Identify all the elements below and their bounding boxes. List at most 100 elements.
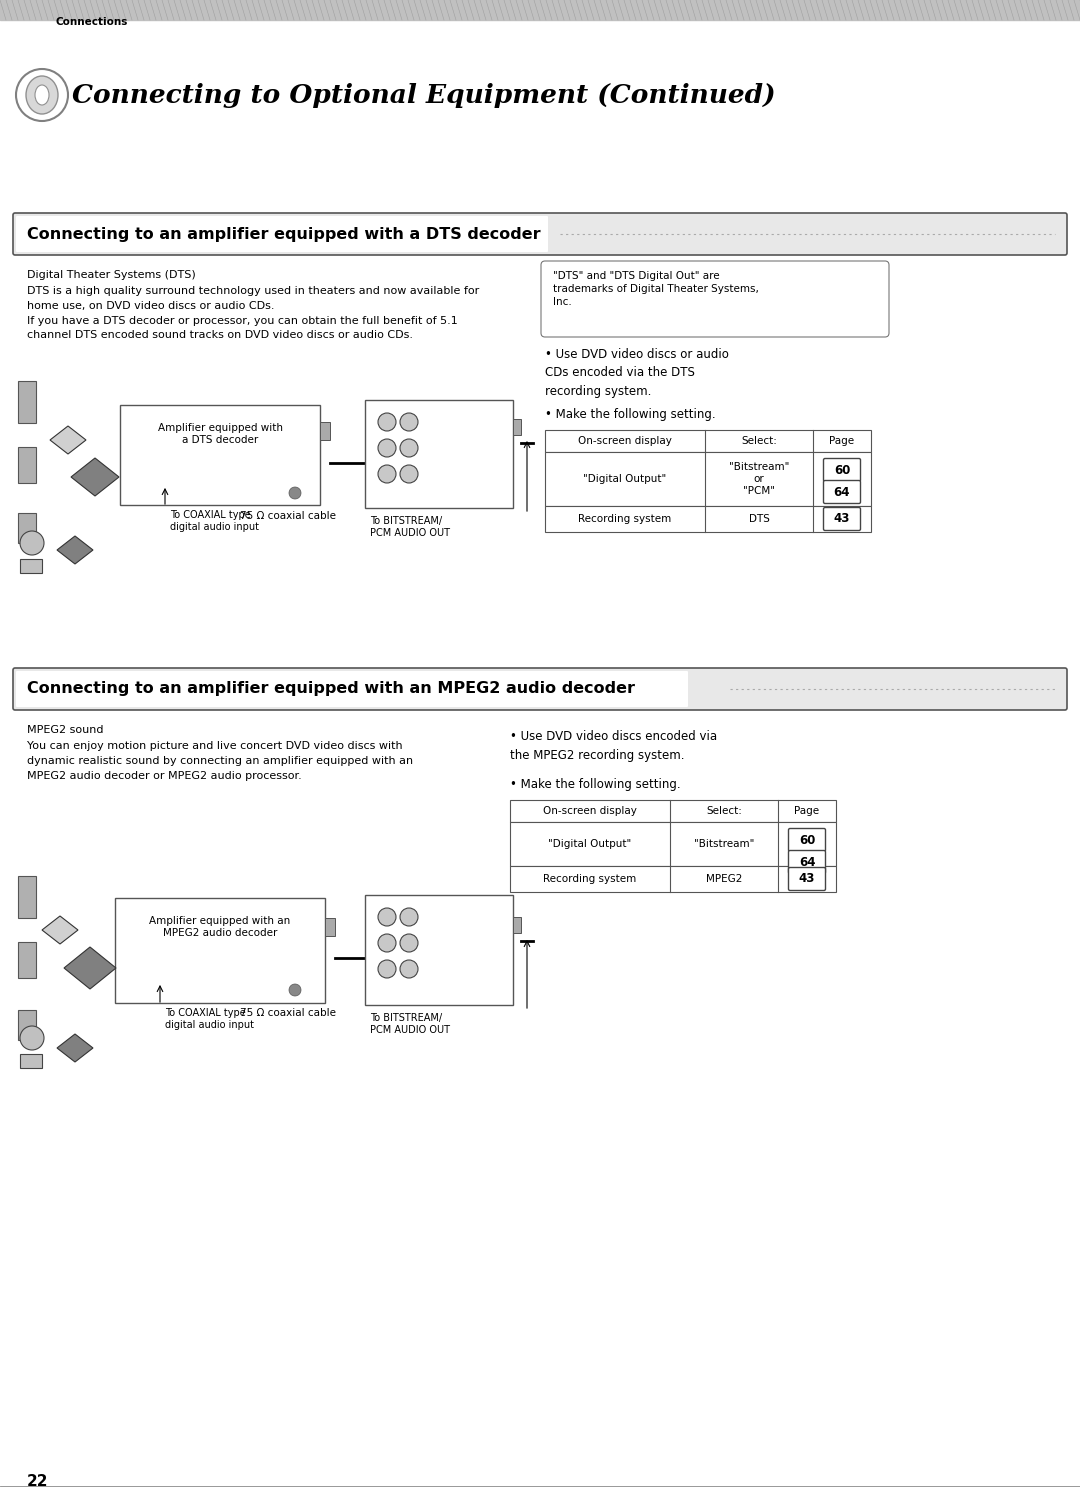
Text: To COAXIAL type
digital audio input: To COAXIAL type digital audio input [170,510,259,532]
Text: To BITSTREAM/
PCM AUDIO OUT: To BITSTREAM/ PCM AUDIO OUT [370,516,450,538]
Circle shape [378,934,396,952]
Circle shape [378,960,396,978]
Text: You can enjoy motion picture and live concert DVD video discs with
dynamic reali: You can enjoy motion picture and live co… [27,741,414,781]
Bar [545,430,870,453]
Text: 75 Ω coaxial cable: 75 Ω coaxial cable [240,511,336,520]
Circle shape [400,439,418,457]
Text: • Make the following setting.: • Make the following setting. [510,778,680,791]
Circle shape [21,531,44,555]
Bar [513,917,521,932]
Bar [114,898,325,1003]
Circle shape [400,960,418,978]
Text: "Digital Output": "Digital Output" [583,474,666,484]
Text: 60: 60 [799,833,815,847]
Polygon shape [50,426,86,454]
FancyBboxPatch shape [13,214,1067,256]
Text: On-screen display: On-screen display [578,436,672,447]
Bar [320,423,330,441]
Bar [545,505,870,532]
Circle shape [289,487,301,499]
Bar [545,453,870,505]
Text: MPEG2: MPEG2 [706,874,742,884]
Text: • Use DVD video discs encoded via
the MPEG2 recording system.: • Use DVD video discs encoded via the MP… [510,729,717,761]
Bar [21,559,42,573]
Bar [18,381,36,423]
Text: "Bitstream"
or
"PCM": "Bitstream" or "PCM" [729,462,789,496]
FancyBboxPatch shape [16,217,548,253]
Ellipse shape [26,77,58,114]
Circle shape [378,439,396,457]
Text: Connecting to an amplifier equipped with an MPEG2 audio decoder: Connecting to an amplifier equipped with… [27,681,635,696]
Text: 64: 64 [799,856,815,868]
Text: Digital Theater Systems (DTS): Digital Theater Systems (DTS) [27,271,195,280]
Circle shape [400,465,418,483]
Circle shape [400,908,418,926]
Bar [120,405,320,505]
Bar [21,1054,42,1068]
Bar [18,875,36,917]
FancyBboxPatch shape [824,507,861,531]
Bar [0,0,1080,20]
Bar [365,400,513,508]
Text: Page: Page [795,806,820,817]
Text: Connecting to Optional Equipment (Continued): Connecting to Optional Equipment (Contin… [72,83,775,107]
Circle shape [378,465,396,483]
Circle shape [378,414,396,432]
Text: Select:: Select: [706,806,742,817]
Bar [365,895,513,1005]
Text: 43: 43 [834,513,850,525]
Bar [325,917,335,935]
Bar [18,942,36,978]
Text: • Use DVD video discs or audio
CDs encoded via the DTS
recording system.: • Use DVD video discs or audio CDs encod… [545,347,729,399]
FancyBboxPatch shape [13,668,1067,710]
Text: Amplifier equipped with
a DTS decoder: Amplifier equipped with a DTS decoder [158,423,283,445]
Text: DTS: DTS [748,514,769,523]
Bar [510,800,836,823]
Bar [18,513,36,543]
Circle shape [378,908,396,926]
Text: DTS is a high quality surround technology used in theaters and now available for: DTS is a high quality surround technolog… [27,286,480,340]
Text: 22: 22 [27,1474,49,1489]
Text: Amplifier equipped with an
MPEG2 audio decoder: Amplifier equipped with an MPEG2 audio d… [149,916,291,938]
Bar [510,823,836,866]
Text: 60: 60 [834,463,850,477]
Ellipse shape [35,86,49,105]
Polygon shape [71,459,119,496]
Text: "DTS" and "DTS Digital Out" are
trademarks of Digital Theater Systems,
Inc.: "DTS" and "DTS Digital Out" are trademar… [553,271,759,307]
Bar [18,447,36,483]
Text: To BITSTREAM/
PCM AUDIO OUT: To BITSTREAM/ PCM AUDIO OUT [370,1014,450,1035]
FancyBboxPatch shape [788,868,825,890]
Text: 75 Ω coaxial cable: 75 Ω coaxial cable [240,1008,336,1018]
Circle shape [289,984,301,996]
Text: "Digital Output": "Digital Output" [549,839,632,848]
Text: • Make the following setting.: • Make the following setting. [545,408,716,421]
FancyBboxPatch shape [541,262,889,337]
FancyBboxPatch shape [824,480,861,504]
FancyBboxPatch shape [824,459,861,481]
Text: To COAXIAL type
digital audio input: To COAXIAL type digital audio input [165,1008,254,1030]
Bar [510,866,836,892]
FancyBboxPatch shape [788,829,825,851]
FancyBboxPatch shape [788,850,825,874]
Text: 43: 43 [799,872,815,886]
Circle shape [21,1026,44,1050]
Text: On-screen display: On-screen display [543,806,637,817]
Polygon shape [57,535,93,564]
Bar [18,1011,36,1039]
Polygon shape [42,916,78,945]
Text: MPEG2 sound: MPEG2 sound [27,725,104,735]
Text: Connecting to an amplifier equipped with a DTS decoder: Connecting to an amplifier equipped with… [27,227,541,242]
Text: "Bitstream": "Bitstream" [693,839,754,848]
Polygon shape [57,1035,93,1062]
Text: Recording system: Recording system [543,874,636,884]
Text: Connections: Connections [55,17,127,27]
Text: Page: Page [829,436,854,447]
FancyBboxPatch shape [16,671,688,707]
Polygon shape [64,948,116,990]
Circle shape [400,934,418,952]
Text: Recording system: Recording system [579,514,672,523]
Bar [513,420,521,435]
Text: Select:: Select: [741,436,777,447]
Text: 64: 64 [834,486,850,498]
Circle shape [400,414,418,432]
